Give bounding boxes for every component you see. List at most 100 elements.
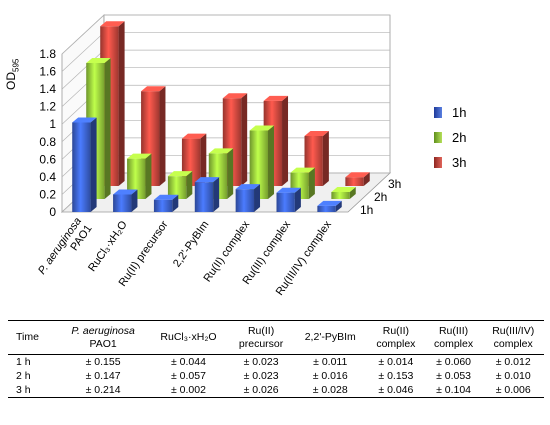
bar-1h <box>317 205 336 212</box>
y-tick-label: 1 <box>49 117 56 131</box>
bar-side-1h <box>335 200 342 212</box>
row-time: 3 h <box>8 383 58 399</box>
legend-label-2h: 2h <box>452 130 467 145</box>
header-pao1: P. aeruginosa PAO1 <box>58 319 149 356</box>
table-cell: ± 0.057 <box>171 370 206 383</box>
bar-1h <box>194 182 214 212</box>
header-ru34-complex: Ru(III/IV) complex <box>482 319 544 356</box>
bar-1h <box>72 122 91 212</box>
table-cell: ± 0.104 <box>424 383 483 399</box>
row-time: 1 h <box>16 356 31 369</box>
bar-side-2h <box>308 167 315 199</box>
bar-top-3h <box>345 172 370 178</box>
bar-side-3h <box>200 133 207 186</box>
table-cell: ± 0.028 <box>293 383 368 399</box>
header-rucl3: RuCl₃·xH₂O <box>148 319 229 356</box>
bar-top-3h <box>141 86 166 92</box>
bar-2h <box>249 130 269 199</box>
bar-side-3h <box>241 93 248 186</box>
y-tick-label: 1.2 <box>39 100 56 114</box>
bar-top-2h <box>290 167 315 173</box>
bar-top-2h <box>127 153 152 159</box>
legend-swatch-1h <box>434 107 442 118</box>
y-tick-label: 0.4 <box>39 170 56 184</box>
legend-swatch-3h <box>434 157 442 168</box>
x-category-label: P. aeruginosaPAO1 <box>36 215 95 284</box>
bar-3h <box>345 177 364 186</box>
table-cell: ± 0.010 <box>495 370 531 383</box>
bar-2h <box>167 176 187 199</box>
table-cell: ± 0.053 <box>436 370 472 383</box>
standard-deviation-table: Time P. aeruginosa PAO1 RuCl₃·xH₂O Ru(II)… <box>8 319 544 399</box>
bar-top-1h <box>153 194 179 200</box>
bar-side-2h <box>349 186 356 199</box>
bar-side-3h <box>159 86 166 186</box>
bar-side-1h <box>254 184 261 212</box>
table-cell: ± 0.046 <box>367 383 425 399</box>
table-cell: ± 0.011 <box>313 356 348 369</box>
bar-2h <box>127 158 146 199</box>
table-row: 2 h ± 0.147 ± 0.057 ± 0.023 ± 0.016 ± 0.… <box>8 369 544 383</box>
table-cell: ± 0.023 <box>243 370 279 383</box>
table-cell: ± 0.147 <box>85 370 121 383</box>
legend-swatch-2h <box>434 132 442 143</box>
x-category-label: RuCl₃·xH₂O <box>86 218 130 273</box>
y-tick-label: 1.6 <box>39 65 56 79</box>
row-time: 2 h <box>16 370 31 383</box>
header-pybim: 2,2'-PyBIm <box>293 319 368 356</box>
legend-item-2h: 2h <box>434 125 524 150</box>
bar-side-3h <box>322 130 329 186</box>
chart-legend: 1h 2h 3h <box>434 100 524 175</box>
header-ru3-complex: Ru(III) complex <box>424 319 483 356</box>
bar-top-2h <box>86 57 111 63</box>
header-ru2-precursor: Ru(II) precursor <box>228 319 294 356</box>
y-tick-label: 0.2 <box>39 187 56 201</box>
bar-top-2h <box>167 171 193 177</box>
gridline <box>61 14 390 55</box>
bar-chart-3d: 0 0.2 0.4 0.6 0.8 1 1.2 1.4 1.6 1.8 1h 2h 3h P. aerug… <box>4 14 524 298</box>
table-cell: ± 0.006 <box>482 383 544 399</box>
y-tick-label: 0.6 <box>39 152 56 166</box>
y-tick-label: 0 <box>49 205 56 219</box>
legend-label-3h: 3h <box>452 155 467 170</box>
sd-table: Time P. aeruginosa PAO1 RuCl₃·xH₂O Ru(II)… <box>8 319 544 399</box>
depth-label: 1h <box>360 203 373 217</box>
bar-side-1h <box>213 177 220 212</box>
bar-top-3h <box>263 95 289 101</box>
bar-side-3h <box>282 95 289 186</box>
bar-top-1h <box>113 189 138 195</box>
table-cell: ± 0.016 <box>312 370 348 383</box>
bar-top-2h <box>249 125 275 131</box>
bar-2h <box>331 191 350 199</box>
bar-top-3h <box>304 130 329 136</box>
table-cell: ± 0.214 <box>58 383 149 399</box>
table-cell: ± 0.026 <box>228 383 294 399</box>
y-tick-label: 0.8 <box>39 135 56 149</box>
bar-top-2h <box>208 148 234 154</box>
table-cell: ± 0.012 <box>495 356 531 369</box>
bar-side-2h <box>145 153 152 199</box>
bar-side-2h <box>268 125 275 199</box>
table-cell: ± 0.155 <box>85 356 121 369</box>
legend-label-1h: 1h <box>452 105 467 120</box>
y-axis-title: OD595 <box>4 58 21 90</box>
bar-top-1h <box>194 177 220 183</box>
y-tick-label: 1.8 <box>39 47 56 61</box>
bar-top-1h <box>317 200 342 206</box>
bar-1h <box>153 199 173 212</box>
bar-top-3h <box>181 133 207 139</box>
table-cell: ± 0.153 <box>378 370 414 383</box>
legend-item-1h: 1h <box>434 100 524 125</box>
table-row: 1 h ± 0.155 ± 0.044 ± 0.023 ± 0.011 ± 0.… <box>8 355 544 370</box>
bar-side-1h <box>131 189 138 212</box>
bar-top-2h <box>331 186 356 192</box>
table-cell: ± 0.023 <box>243 356 279 369</box>
table-cell: ± 0.014 <box>378 356 414 369</box>
bar-side-2h <box>227 148 234 199</box>
legend-item-3h: 3h <box>434 150 524 175</box>
header-ru2-complex: Ru(II) complex <box>367 319 425 356</box>
bar-1h <box>235 189 255 212</box>
table-cell: ± 0.002 <box>148 383 229 399</box>
bar-side-2h <box>104 57 111 199</box>
